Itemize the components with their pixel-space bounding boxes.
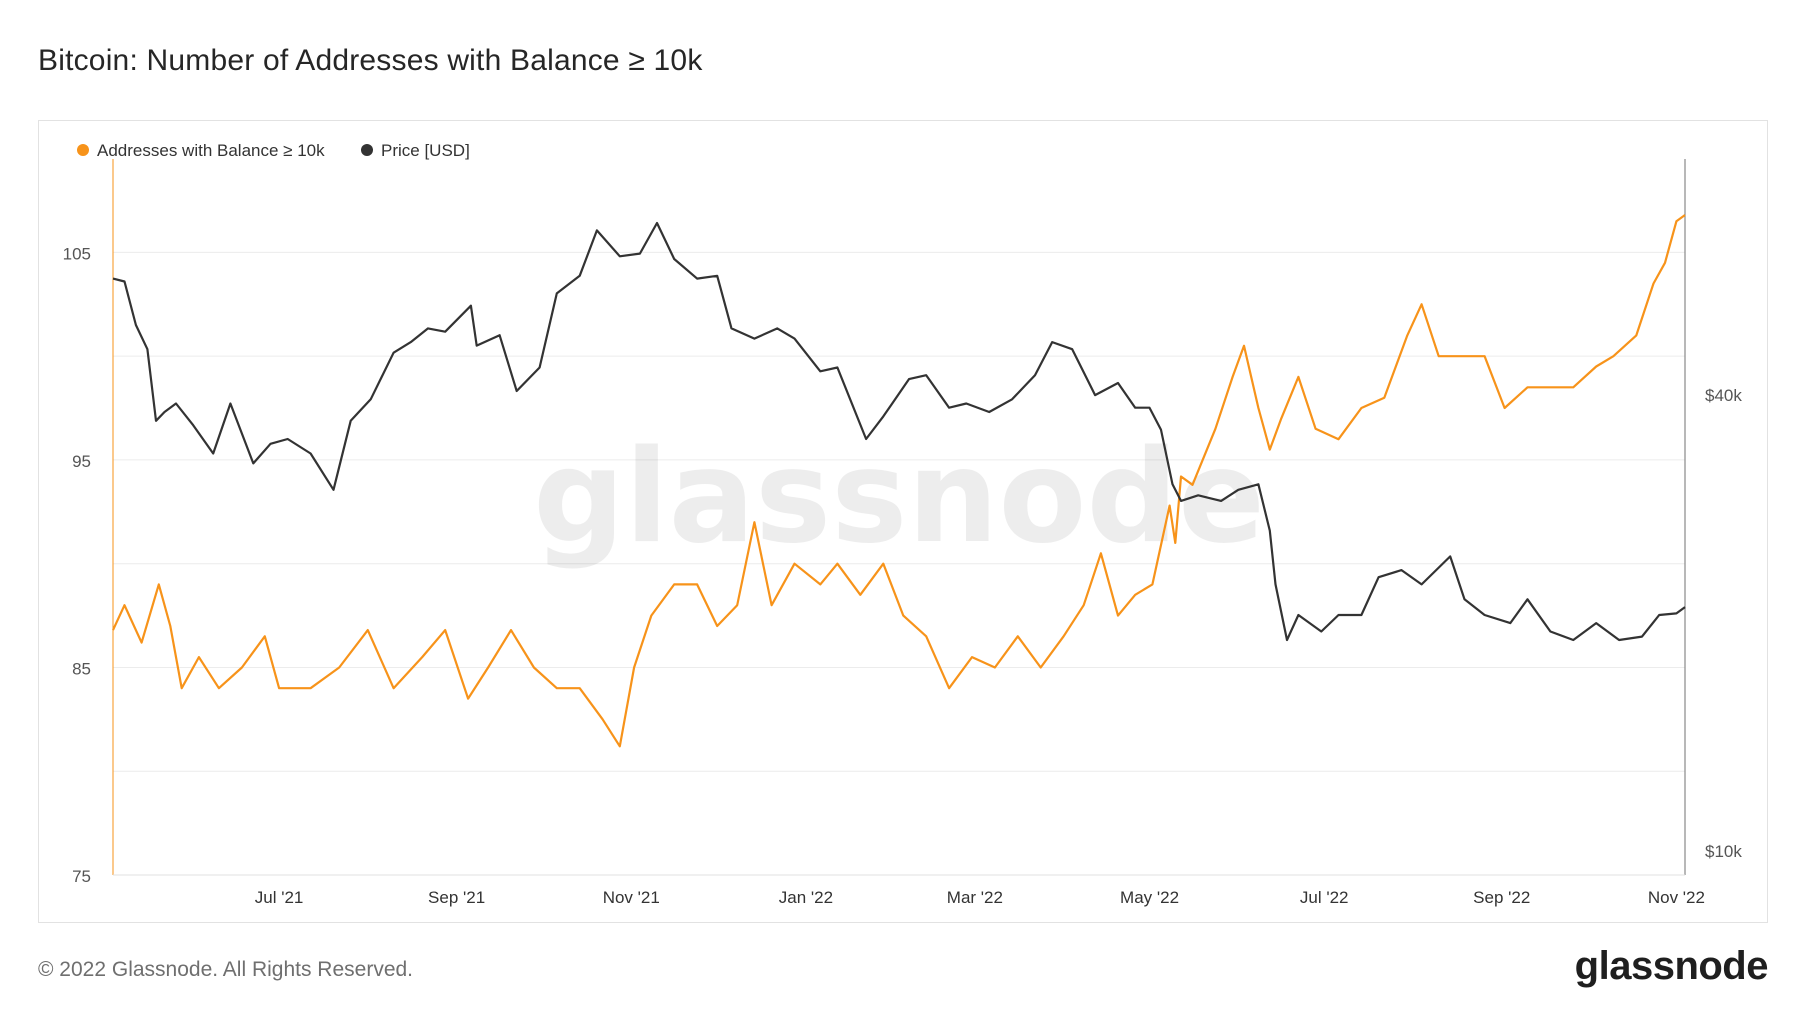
y-right-tick-label: $10k: [1705, 842, 1742, 861]
price-series-line: [112, 221, 1686, 642]
chart-frame: glassnode 75 85 95 105 $10k $40k Jul '21 Sep '2…: [38, 120, 1768, 923]
x-tick-label: Sep '22: [1473, 888, 1530, 907]
addresses-series-line: [112, 214, 1686, 748]
y-left-tick-label: 105: [63, 244, 91, 263]
legend-dot-price: [361, 144, 373, 156]
x-tick-label: Nov '21: [603, 888, 660, 907]
y-left-tick-label: 75: [72, 867, 91, 886]
legend-dot-addresses: [77, 144, 89, 156]
glassnode-logo[interactable]: glassnode: [1574, 944, 1769, 988]
x-tick-label: Jul '21: [255, 888, 304, 907]
grid-lines: [113, 251, 1685, 876]
y-left-tick-label: 95: [72, 452, 91, 471]
legend-label: Price [USD]: [381, 141, 470, 160]
legend-item[interactable]: Addresses with Balance ≥ 10k: [77, 141, 325, 160]
x-tick-label: Nov '22: [1648, 888, 1705, 907]
y-left-tick-label: 85: [72, 659, 91, 678]
x-tick-label: Jul '22: [1300, 888, 1349, 907]
watermark: glassnode: [533, 423, 1265, 572]
footer-copyright: © 2022 Glassnode. All Rights Reserved.: [38, 958, 414, 981]
page-title: Bitcoin: Number of Addresses with Balanc…: [38, 44, 703, 77]
x-tick-label: Sep '21: [428, 888, 485, 907]
chart: glassnode 75 85 95 105 $10k $40k Jul '21 Sep '2…: [63, 141, 1743, 907]
legend-label: Addresses with Balance ≥ 10k: [97, 141, 325, 160]
x-tick-label: May '22: [1120, 888, 1179, 907]
x-tick-label: Mar '22: [947, 888, 1003, 907]
y-right-tick-label: $40k: [1705, 386, 1742, 405]
x-tick-label: Jan '22: [779, 888, 833, 907]
legend-item[interactable]: Price [USD]: [361, 141, 470, 160]
